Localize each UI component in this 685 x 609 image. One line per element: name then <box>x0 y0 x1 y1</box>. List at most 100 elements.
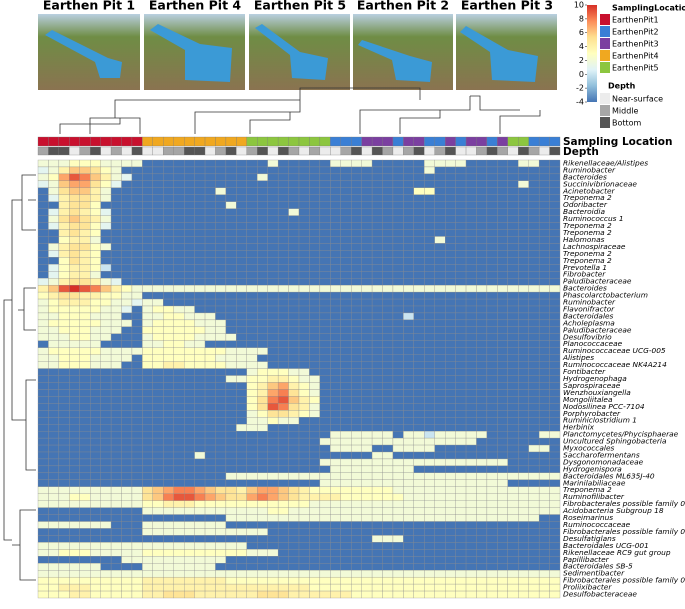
cell <box>518 243 529 251</box>
row-label: Treponema 2 <box>563 221 612 230</box>
cell <box>340 410 352 418</box>
cell <box>455 410 467 418</box>
cell <box>194 298 206 307</box>
cell <box>361 563 373 571</box>
cell <box>476 250 488 258</box>
cell <box>476 354 488 362</box>
cell <box>194 291 206 300</box>
cell <box>131 465 143 474</box>
cell <box>392 333 404 341</box>
cell <box>121 284 133 293</box>
cell <box>330 500 341 508</box>
cell <box>131 590 143 599</box>
cell <box>518 326 529 334</box>
cell <box>246 375 258 383</box>
cell <box>163 229 174 237</box>
cell <box>309 319 321 328</box>
cell <box>121 500 133 508</box>
cell <box>330 410 341 418</box>
cell <box>319 243 331 251</box>
cell <box>215 298 227 307</box>
cell <box>90 479 101 487</box>
cell <box>173 382 185 390</box>
cell <box>330 312 341 321</box>
cell <box>194 583 206 592</box>
cell <box>225 326 237 334</box>
cell <box>152 437 164 446</box>
legend-swatch <box>600 50 610 61</box>
cell <box>434 389 446 397</box>
cell <box>382 257 394 265</box>
cell <box>361 528 373 536</box>
cell <box>163 535 174 543</box>
cell <box>236 319 247 328</box>
cell <box>121 535 133 543</box>
cell <box>288 521 300 529</box>
cell <box>434 403 446 411</box>
cell <box>121 389 133 397</box>
cell <box>351 173 362 182</box>
cell <box>507 542 519 550</box>
row-label: Ruminiclostridium 1 <box>563 416 637 425</box>
cell <box>413 257 425 265</box>
cell <box>257 208 268 216</box>
cell <box>204 354 216 362</box>
cell <box>455 298 467 307</box>
cell <box>434 347 446 355</box>
cell <box>257 465 268 474</box>
cell <box>392 291 404 300</box>
depth-annotation <box>486 146 498 156</box>
cell <box>434 229 446 237</box>
cell <box>58 486 70 494</box>
cell <box>528 472 540 480</box>
location-annotation <box>340 136 352 147</box>
depth-annotation <box>424 146 435 156</box>
cell <box>330 486 341 494</box>
cell <box>465 479 477 487</box>
cell <box>298 340 310 348</box>
cell <box>351 298 362 307</box>
cell <box>392 500 404 508</box>
cell <box>403 535 414 543</box>
cell <box>549 514 561 522</box>
cell <box>434 410 446 418</box>
cell <box>549 340 561 348</box>
cell <box>288 243 300 251</box>
cell <box>236 361 247 369</box>
cell <box>184 521 195 529</box>
cell <box>215 291 227 300</box>
cell <box>288 382 300 390</box>
cell <box>319 451 331 460</box>
cell <box>455 271 467 279</box>
cell <box>215 222 227 230</box>
cell <box>246 236 258 244</box>
cell <box>257 500 268 508</box>
cell <box>152 382 164 390</box>
cell <box>340 361 352 369</box>
cell <box>236 257 247 265</box>
cell <box>277 243 289 251</box>
cell <box>121 250 133 258</box>
cell <box>298 424 310 432</box>
cell <box>288 465 300 474</box>
cell <box>497 194 508 202</box>
cell <box>90 333 101 341</box>
cell <box>267 389 279 397</box>
cell <box>215 250 227 258</box>
row-label: Desulfatiglans <box>563 534 616 543</box>
cell <box>403 194 414 202</box>
cell <box>298 493 310 501</box>
cell <box>465 437 477 446</box>
cell <box>445 298 456 307</box>
cell <box>225 180 237 188</box>
cell <box>69 424 80 432</box>
cell <box>204 208 216 216</box>
cell <box>277 368 289 376</box>
cell <box>434 556 446 564</box>
cell <box>37 208 49 216</box>
cell <box>298 583 310 592</box>
cell <box>382 243 394 251</box>
cell <box>142 444 153 453</box>
cell <box>298 284 310 293</box>
cell <box>455 549 467 557</box>
